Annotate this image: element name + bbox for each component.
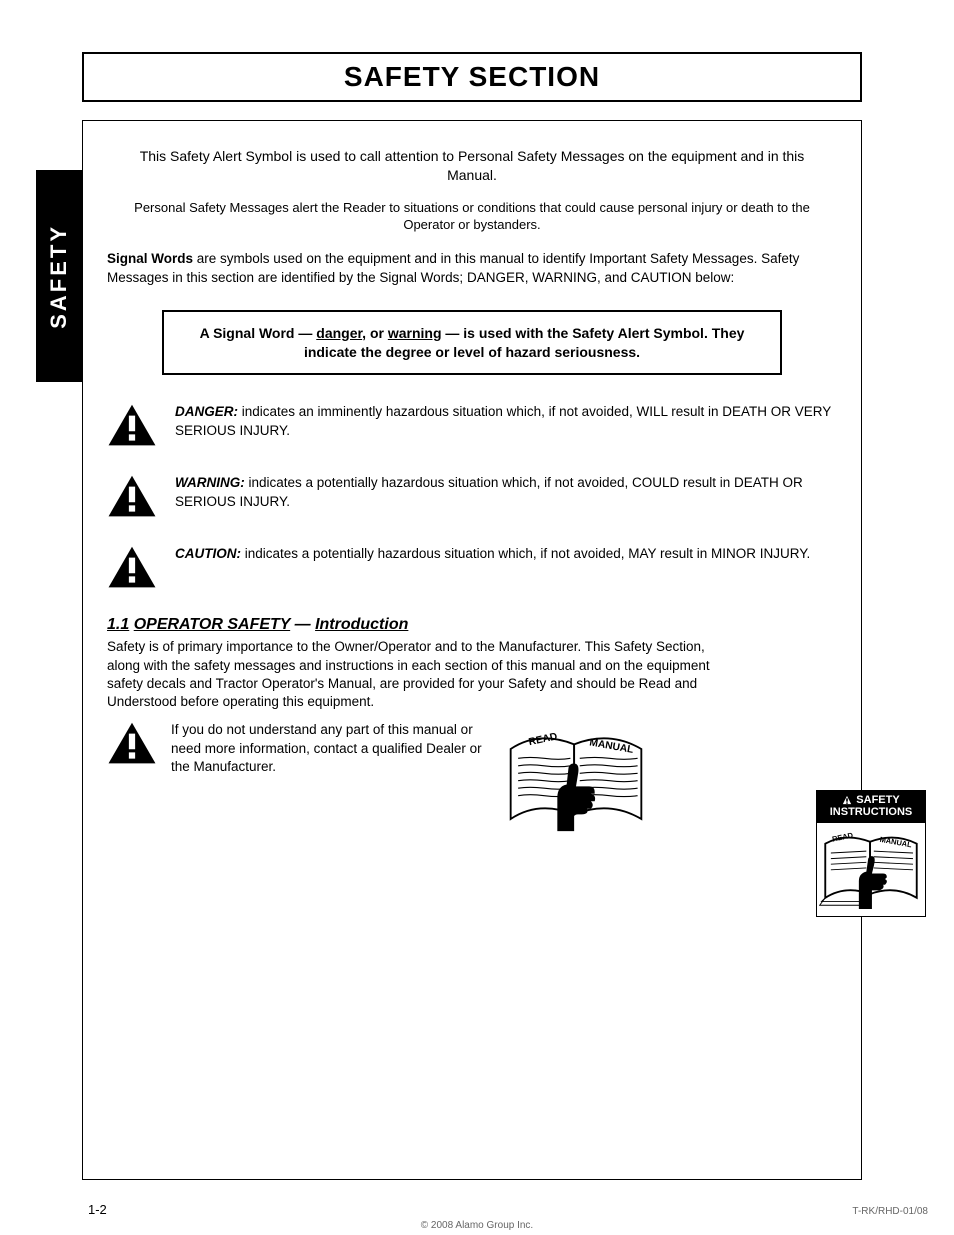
content-frame: This Safety Alert Symbol is used to call… bbox=[82, 120, 862, 1180]
intro-paragraph-2: Personal Safety Messages alert the Reade… bbox=[122, 199, 822, 234]
signal-word-intro: Signal Words are symbols used on the equ… bbox=[107, 250, 837, 288]
si-badge-line1: SAFETY bbox=[856, 794, 899, 806]
title-box: SAFETY SECTION bbox=[82, 52, 862, 102]
danger-body: indicates an imminently hazardous situat… bbox=[175, 404, 831, 437]
section-heading: 1.1 OPERATOR SAFETY — Introduction bbox=[107, 616, 837, 634]
warn-box-sep: , or bbox=[362, 325, 388, 341]
si-badge-line2: INSTRUCTIONS bbox=[819, 806, 923, 818]
warn-box-prefix: A Signal Word — bbox=[200, 325, 317, 341]
warning-row: WARNING: indicates a potentially hazardo… bbox=[107, 474, 837, 523]
warning-triangle-icon bbox=[107, 545, 157, 594]
caution-text: CAUTION: indicates a potentially hazardo… bbox=[175, 545, 837, 563]
warn-box-warning: warning bbox=[388, 325, 442, 341]
warning-text: WARNING: indicates a potentially hazardo… bbox=[175, 474, 837, 510]
caution-signal-word: CAUTION: bbox=[175, 546, 241, 561]
copyright-line: © 2008 Alamo Group Inc. bbox=[0, 1220, 954, 1231]
page-title: SAFETY SECTION bbox=[344, 61, 600, 93]
danger-signal-word: DANGER: bbox=[175, 404, 238, 419]
danger-text: DANGER: indicates an imminently hazardou… bbox=[175, 403, 837, 439]
read-manual-icon: READ MANUAL bbox=[501, 721, 651, 838]
warning-triangle-icon bbox=[107, 721, 157, 770]
operator-warning-block: If you do not understand any part of thi… bbox=[107, 721, 487, 776]
operator-safety-paragraph: Safety is of primary importance to the O… bbox=[107, 638, 727, 711]
caution-body: indicates a potentially hazardous situat… bbox=[241, 546, 810, 561]
warning-signal-word: WARNING: bbox=[175, 475, 245, 490]
caution-row: CAUTION: indicates a potentially hazardo… bbox=[107, 545, 837, 594]
signal-word-lead: Signal Words bbox=[107, 251, 193, 266]
intro-paragraph-1: This Safety Alert Symbol is used to call… bbox=[122, 147, 822, 185]
danger-row: DANGER: indicates an imminently hazardou… bbox=[107, 403, 837, 452]
operator-warning-text: If you do not understand any part of thi… bbox=[171, 721, 487, 776]
signal-word-definition-box: A Signal Word — danger, or warning — is … bbox=[162, 310, 782, 376]
warning-body: indicates a potentially hazardous situat… bbox=[175, 475, 803, 508]
warn-box-danger: danger bbox=[316, 325, 362, 341]
section-title-sep: — bbox=[290, 616, 315, 633]
warning-triangle-icon bbox=[107, 474, 157, 523]
signal-word-rest: are symbols used on the equipment and in… bbox=[107, 251, 799, 285]
mini-warning-icon bbox=[842, 795, 852, 805]
side-tab-label: SAFETY bbox=[46, 224, 72, 329]
si-badge-header: SAFETY INSTRUCTIONS bbox=[816, 790, 926, 822]
side-tab-safety: SAFETY bbox=[36, 170, 82, 382]
section-title-2: Introduction bbox=[315, 616, 408, 633]
section-number: 1.1 bbox=[107, 616, 129, 633]
document-id: T-RK/RHD-01/08 bbox=[852, 1206, 928, 1217]
page: SAFETY SECTION SAFETY This Safety Alert … bbox=[0, 0, 954, 1235]
safety-instructions-badge: SAFETY INSTRUCTIONS READ MANUAL bbox=[816, 790, 926, 917]
section-title-1: OPERATOR SAFETY bbox=[134, 616, 290, 633]
warning-triangle-icon bbox=[107, 403, 157, 452]
bottom-row: If you do not understand any part of thi… bbox=[107, 721, 837, 838]
page-number: 1-2 bbox=[88, 1202, 107, 1217]
si-read-manual-icon: READ MANUAL bbox=[816, 822, 926, 917]
